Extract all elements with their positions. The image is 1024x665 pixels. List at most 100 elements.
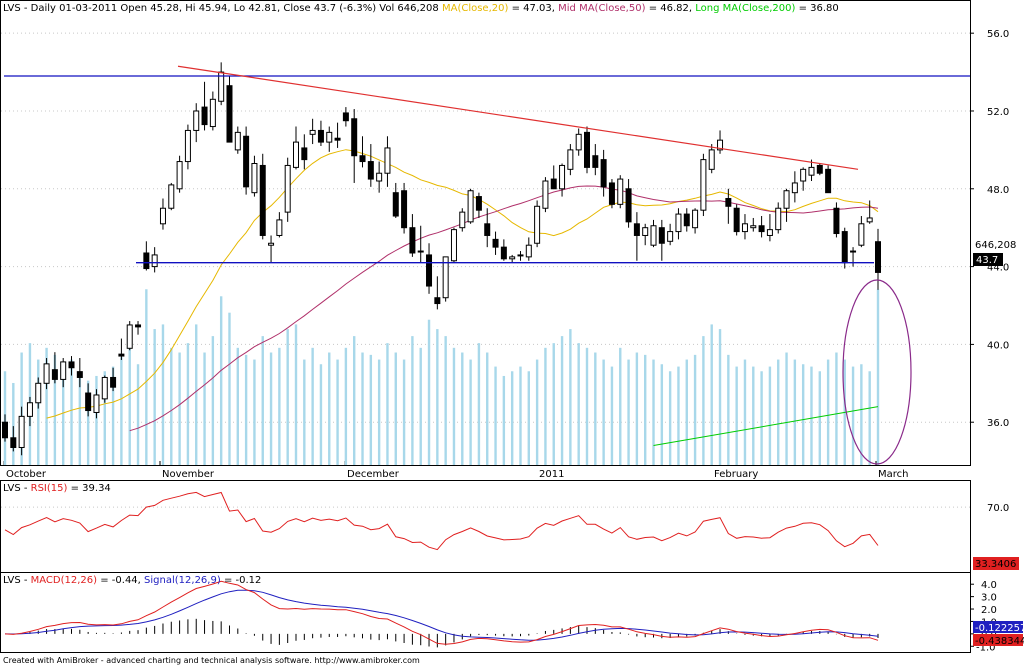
candle-up: [218, 71, 225, 102]
volume-bar: [45, 347, 48, 465]
candle-down: [334, 137, 341, 141]
volume-bar: [801, 364, 805, 465]
candle-up: [326, 131, 333, 143]
candle-down: [317, 129, 324, 143]
candle-up: [35, 382, 42, 404]
volume-bar: [195, 324, 198, 465]
candle-up: [276, 219, 283, 236]
candle-up: [559, 164, 566, 190]
candle-down: [658, 227, 665, 244]
candle-down: [875, 241, 881, 273]
candle-down: [492, 238, 499, 248]
candle-up: [509, 256, 516, 260]
volume-bar: [319, 364, 323, 465]
volume-bar: [377, 359, 381, 465]
candle-up: [700, 159, 707, 211]
macd-badge-bg: [973, 634, 1023, 646]
price-tick-label: 36.0: [987, 418, 1009, 429]
price-tick-label: 52.0: [987, 107, 1009, 118]
macd-line: [4, 580, 879, 645]
candle-up: [717, 139, 724, 151]
volume-bar: [793, 359, 797, 465]
volume-bar: [211, 336, 215, 465]
volume-bar: [294, 324, 298, 465]
volume-bar: [269, 352, 273, 465]
candle-up: [43, 363, 50, 384]
volume-bar: [477, 343, 481, 465]
volume-bar: [427, 319, 431, 465]
volume-bar: [627, 359, 630, 465]
candle-down: [426, 254, 433, 287]
candle-up: [783, 190, 790, 209]
candle-up: [126, 324, 133, 349]
volume-bar: [444, 336, 447, 465]
volume-bar: [278, 347, 281, 465]
candle-down: [143, 252, 150, 270]
candle-down: [342, 112, 349, 122]
volume-bar: [103, 371, 106, 465]
volume-bar: [86, 380, 90, 465]
candle-down: [401, 190, 408, 229]
candle-down: [683, 213, 690, 227]
candle-down: [367, 161, 374, 180]
volume-bar: [810, 366, 813, 465]
candle-up: [309, 129, 316, 135]
volume-bar: [668, 371, 672, 465]
candle-down: [135, 324, 142, 328]
candle-down: [226, 85, 233, 143]
volume-bar: [510, 371, 514, 465]
candle-up: [542, 180, 549, 209]
rsi-title: LVS - RSI(15) = 39.34: [3, 483, 111, 494]
candle-up: [750, 225, 757, 229]
signal-line: [4, 589, 879, 641]
candle-down: [110, 376, 117, 388]
candle-down: [475, 196, 482, 211]
candle-up: [176, 161, 183, 190]
candle-down: [85, 392, 92, 412]
candle-up: [184, 129, 191, 163]
candle-down: [725, 198, 732, 207]
volume-bar: [610, 366, 614, 465]
volume-bar: [170, 347, 173, 465]
candle-down: [10, 437, 17, 448]
down-trendline: [177, 65, 859, 170]
candle-up: [567, 149, 574, 170]
volume-bar: [785, 352, 788, 465]
volume-bar: [677, 366, 680, 465]
price-tick-label: 44.0: [987, 263, 1009, 274]
candle-up: [766, 229, 773, 236]
candle-down: [2, 421, 8, 439]
candle-down: [351, 118, 358, 157]
volume-bar: [253, 359, 256, 465]
volume-bar: [111, 366, 115, 465]
candle-up: [376, 172, 383, 182]
volume-bar: [685, 359, 688, 465]
candle-down: [484, 223, 491, 236]
month-label: November: [162, 469, 215, 480]
month-label: 2011: [539, 469, 564, 480]
volume-bar: [735, 366, 738, 465]
volume-bar: [402, 359, 406, 465]
macd-title: LVS - MACD(12,26) = -0.44, Signal(12,26,…: [3, 575, 261, 586]
close-badge: 43.7: [976, 255, 998, 266]
candle-up: [617, 178, 624, 205]
volume-bar: [178, 352, 181, 465]
candle-up: [251, 163, 258, 194]
candle-down: [500, 246, 507, 260]
volume-bar: [244, 354, 248, 465]
candle-up: [534, 205, 541, 244]
volume-bar: [452, 347, 456, 465]
candle-down: [259, 164, 266, 236]
volume-bar: [219, 296, 223, 465]
volume-bar: [560, 336, 564, 465]
candle-down: [833, 207, 840, 235]
volume-bar: [70, 359, 73, 465]
close-badge-bg: [973, 253, 1003, 266]
rsi-series: [1, 491, 970, 551]
candle-up: [858, 223, 865, 246]
candle-up: [168, 184, 175, 209]
candle-up: [151, 254, 158, 268]
candle-down: [434, 297, 441, 305]
candle-down: [51, 369, 58, 380]
